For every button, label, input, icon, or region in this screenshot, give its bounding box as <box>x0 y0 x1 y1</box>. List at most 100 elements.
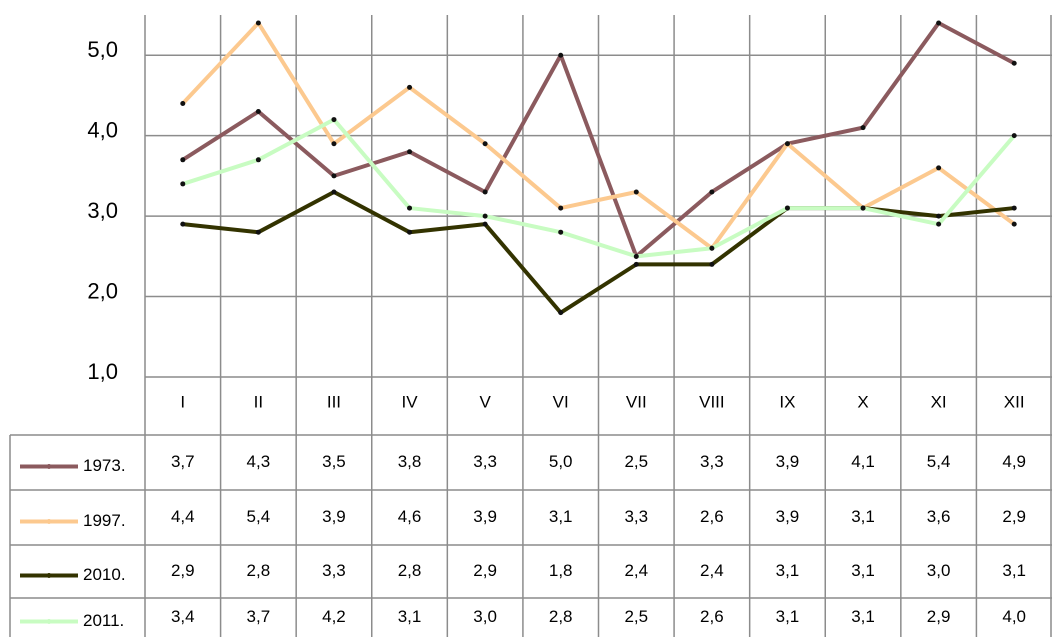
data-point <box>936 213 942 219</box>
data-point <box>1011 60 1017 66</box>
data-point <box>331 189 337 195</box>
table-cell: 3,1 <box>851 561 875 580</box>
legend-marker <box>46 519 52 524</box>
data-point <box>1011 133 1017 139</box>
table-cell: 3,6 <box>927 507 951 526</box>
data-point <box>180 100 186 106</box>
table-cell: 2,6 <box>700 507 724 526</box>
table-cell: 3,1 <box>851 507 875 526</box>
table-cell: 3,1 <box>776 607 800 626</box>
data-point <box>482 221 488 227</box>
data-point <box>633 261 639 267</box>
table-cell: 3,0 <box>927 561 951 580</box>
table-cell: 2,6 <box>700 607 724 626</box>
data-point <box>255 20 261 26</box>
table-cell: 3,4 <box>171 607 195 626</box>
y-tick-label: 5,0 <box>87 37 118 62</box>
table-cell: 3,7 <box>247 607 271 626</box>
table-cell: 3,9 <box>473 507 497 526</box>
x-tick-label: III <box>327 392 341 411</box>
data-point <box>255 229 261 235</box>
data-point <box>407 229 413 235</box>
series-line <box>182 117 1016 259</box>
data-point <box>180 157 186 163</box>
x-tick-label: VI <box>553 392 569 411</box>
data-point <box>709 261 715 267</box>
table-cell: 1,8 <box>549 561 573 580</box>
legend-label: 1997. <box>83 511 126 530</box>
legend-marker <box>46 573 52 578</box>
data-point <box>1011 205 1017 211</box>
y-tick-label: 3,0 <box>87 198 118 223</box>
x-tick-label: XI <box>931 392 947 411</box>
table-cell: 2,9 <box>473 561 497 580</box>
x-tick-label: II <box>254 392 263 411</box>
table-cell: 2,5 <box>624 452 648 471</box>
data-point <box>180 221 186 227</box>
data-point <box>482 213 488 219</box>
y-tick-label: 1,0 <box>87 359 118 384</box>
table-cell: 2,9 <box>1002 507 1026 526</box>
data-point <box>558 229 564 235</box>
table-cell: 3,3 <box>473 452 497 471</box>
table-cell: 4,0 <box>1002 607 1026 626</box>
data-point <box>936 20 942 26</box>
table-cell: 4,4 <box>171 507 195 526</box>
legend-label: 2010. <box>83 565 126 584</box>
y-tick-label: 2,0 <box>87 278 118 303</box>
data-point <box>558 310 564 316</box>
table-cell: 2,8 <box>549 607 573 626</box>
data-point <box>482 141 488 147</box>
table-cell: 3,0 <box>473 607 497 626</box>
table-cell: 3,3 <box>700 452 724 471</box>
legend-marker <box>46 619 52 624</box>
table-cell: 3,9 <box>776 507 800 526</box>
table-cell: 3,9 <box>776 452 800 471</box>
data-point <box>482 189 488 195</box>
table-cell: 3,3 <box>624 507 648 526</box>
data-point <box>784 141 790 147</box>
x-tick-label: I <box>180 392 185 411</box>
table-cell: 3,3 <box>322 561 346 580</box>
data-point <box>860 205 866 211</box>
data-point <box>633 189 639 195</box>
table-cell: 4,1 <box>851 452 875 471</box>
data-point <box>407 149 413 155</box>
x-tick-label: IV <box>402 392 419 411</box>
table-cell: 5,0 <box>549 452 573 471</box>
table-cell: 2,9 <box>927 607 951 626</box>
data-point <box>255 157 261 163</box>
table-cell: 3,7 <box>171 452 195 471</box>
table-cell: 3,1 <box>776 561 800 580</box>
table-cell: 3,8 <box>398 452 422 471</box>
x-tick-label: IX <box>779 392 795 411</box>
x-tick-label: VII <box>626 392 647 411</box>
table-cell: 5,4 <box>247 507 271 526</box>
series-line <box>181 21 1016 259</box>
table-cell: 4,9 <box>1002 452 1026 471</box>
data-point <box>558 52 564 58</box>
table-cell: 2,9 <box>171 561 195 580</box>
table-cell: 3,1 <box>398 607 422 626</box>
data-point <box>407 84 413 90</box>
legend-marker <box>46 464 52 469</box>
legend-label: 2011. <box>83 611 124 630</box>
table-cell: 4,3 <box>247 452 271 471</box>
table-cell: 3,9 <box>322 507 346 526</box>
data-point <box>1011 221 1017 227</box>
legend-label: 1973. <box>83 456 126 475</box>
data-point <box>180 181 186 187</box>
table-cell: 4,6 <box>398 507 422 526</box>
table-cell: 5,4 <box>927 452 951 471</box>
table-cell: 4,2 <box>322 607 346 626</box>
table-cell: 3,1 <box>851 607 875 626</box>
x-tick-label: X <box>857 392 868 411</box>
x-tick-label: XII <box>1004 392 1025 411</box>
data-point <box>558 205 564 211</box>
table-cell: 2,4 <box>624 561 648 580</box>
table-cell: 2,4 <box>700 561 724 580</box>
table-cell: 2,5 <box>624 607 648 626</box>
table-cell: 2,8 <box>398 561 422 580</box>
data-point <box>709 189 715 195</box>
